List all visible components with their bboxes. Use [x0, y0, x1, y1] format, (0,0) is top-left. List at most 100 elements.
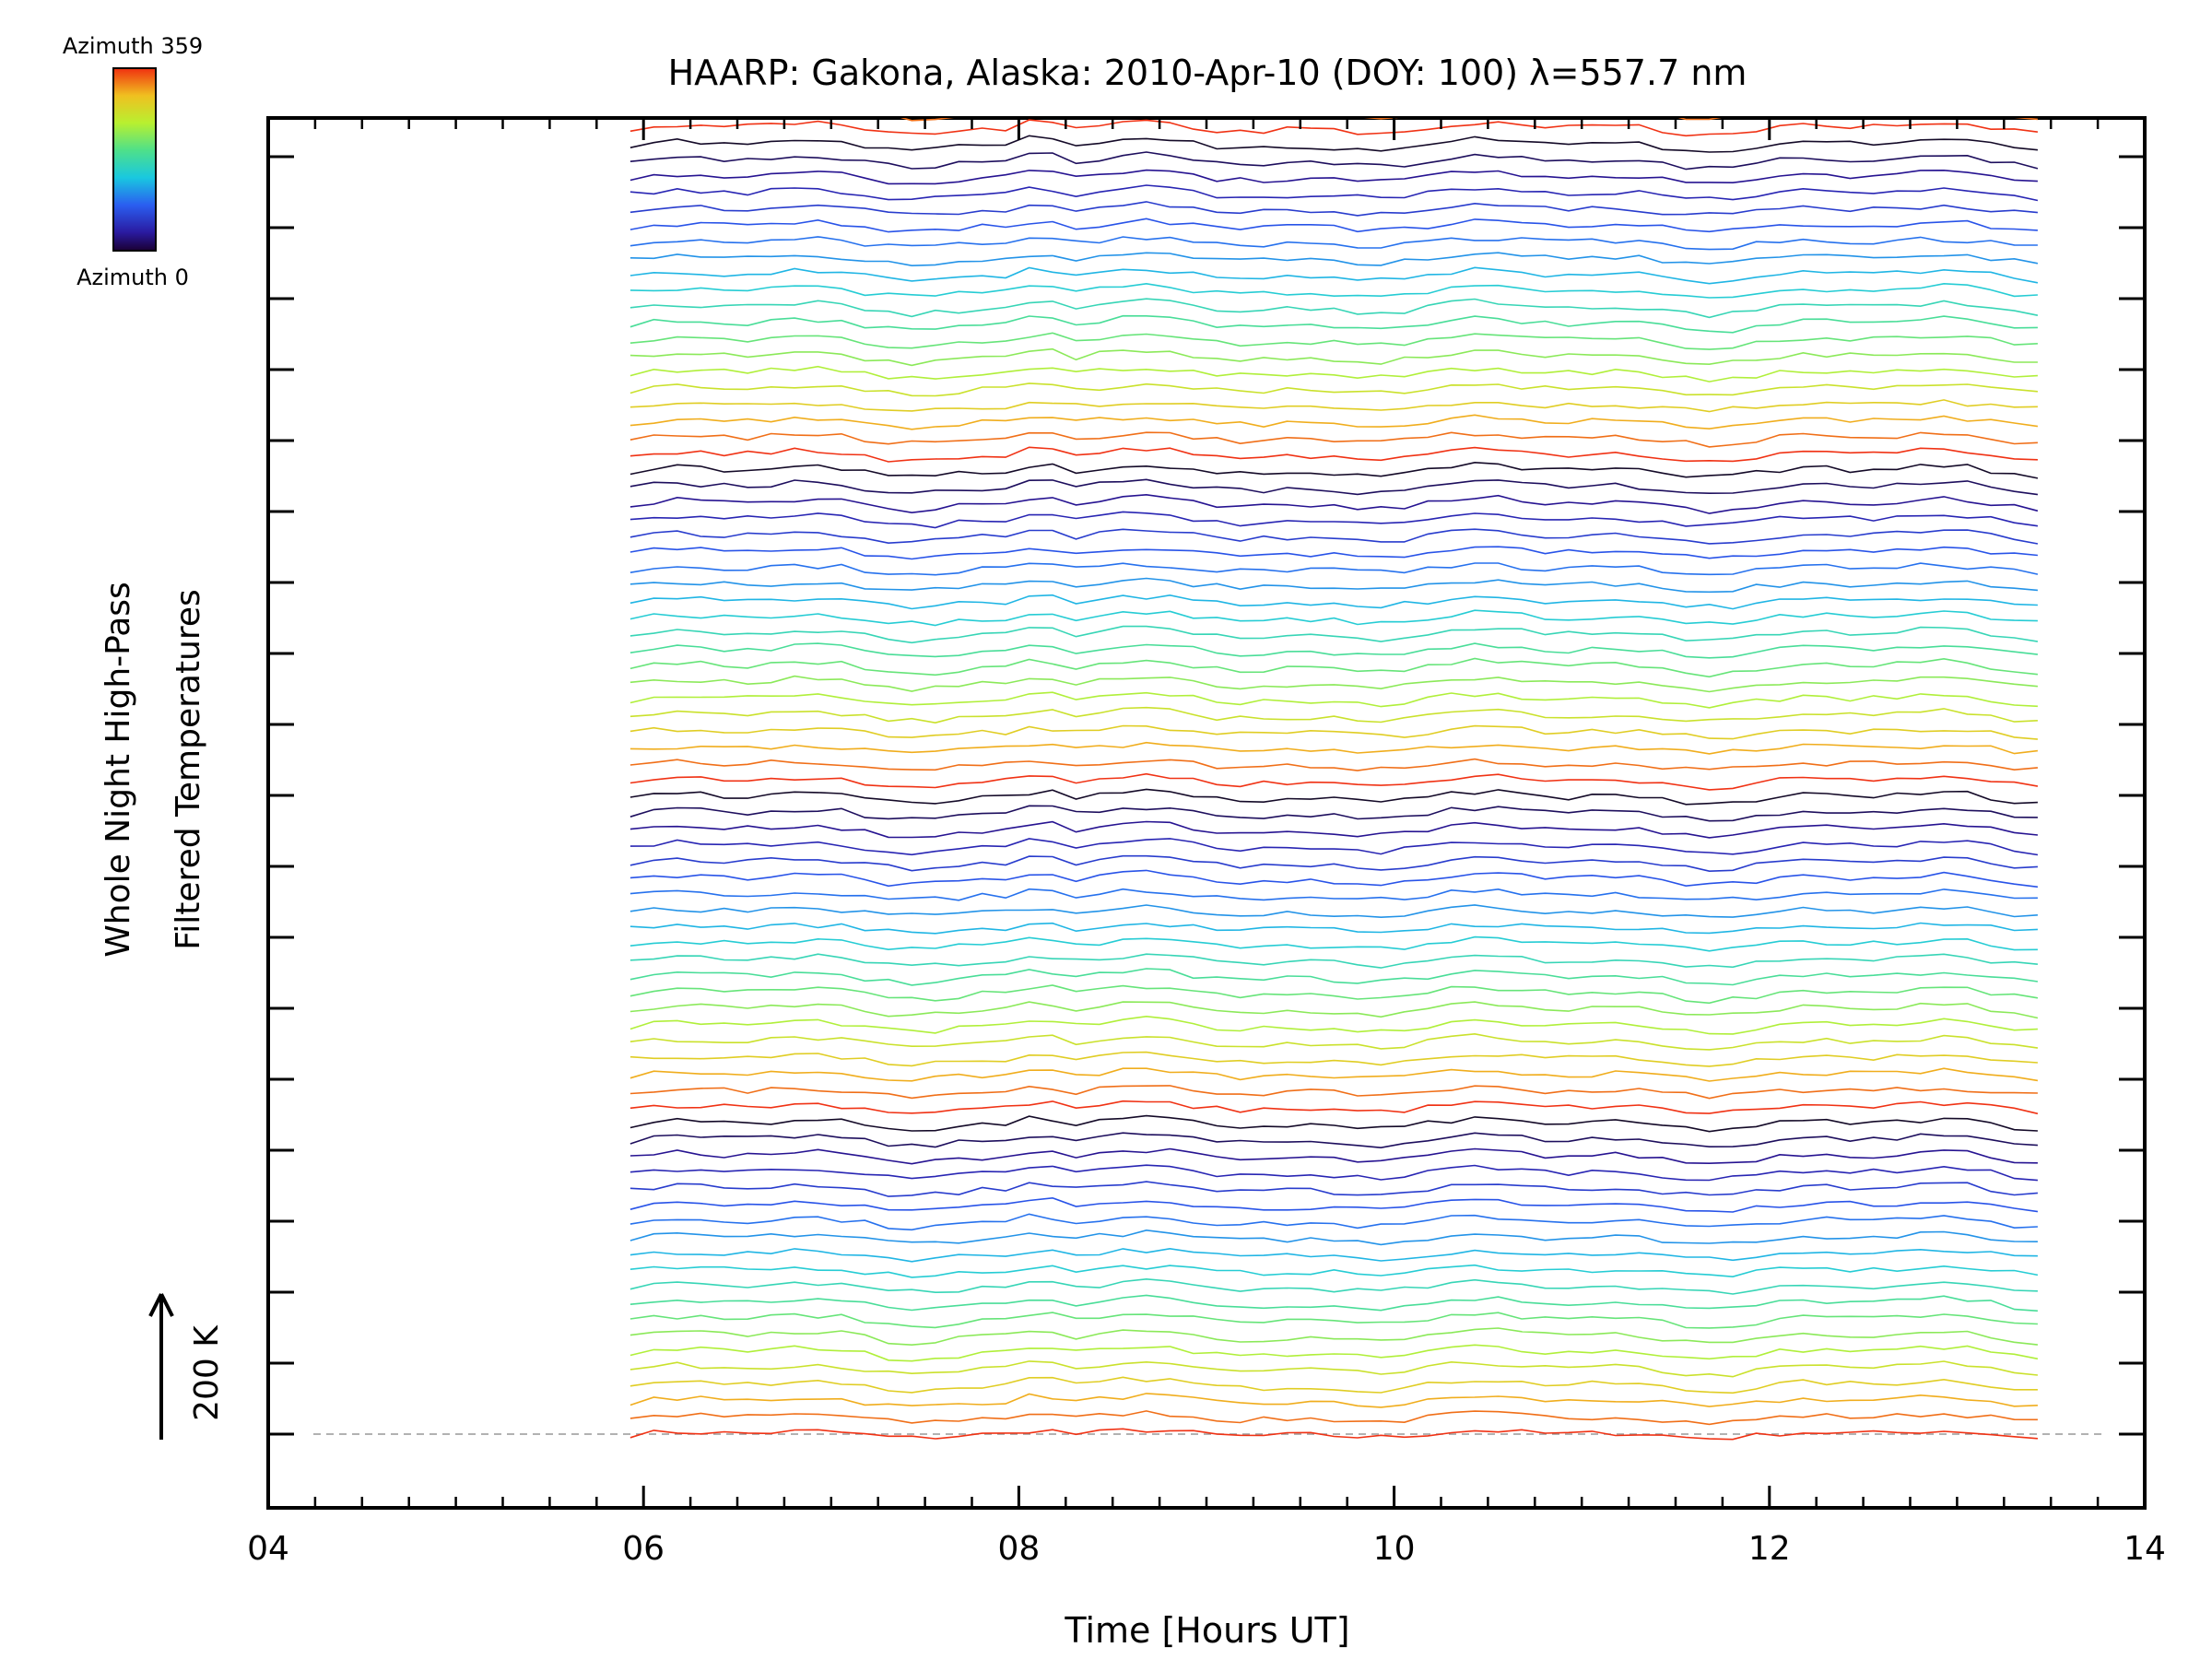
temperature-series-line — [629, 820, 2038, 839]
temperature-series-line — [630, 0, 2038, 7]
temperature-series-line — [629, 298, 2039, 319]
temperature-series-line — [629, 577, 2038, 594]
temperature-series-line — [629, 282, 2038, 299]
temperature-series-line — [629, 1213, 2038, 1231]
temperature-series-line — [629, 493, 2039, 514]
temperature-series-line — [629, 1147, 2038, 1165]
y-axis-label-line-2: Filtered Temperatures — [170, 589, 207, 950]
temperature-series-line — [629, 1376, 2038, 1394]
temperature-series-line — [629, 1294, 2038, 1312]
temperature-series-line — [629, 724, 2038, 740]
temperature-series-line — [629, 1181, 2038, 1197]
temperature-series-line — [629, 935, 2038, 952]
x-tick-label: 10 — [1373, 1530, 1416, 1568]
series-group — [629, 0, 2039, 1441]
colorbar-bottom-label: Azimuth 0 — [76, 265, 189, 290]
temperature-series-line — [629, 1327, 2038, 1347]
y-axis-label-line-1: Whole Night High-Pass — [100, 582, 137, 958]
temperature-series-line — [629, 788, 2038, 806]
temperature-series-line — [629, 657, 2038, 678]
temperature-series-line — [629, 461, 2039, 479]
x-tick-label: 04 — [247, 1530, 289, 1568]
temperature-series-line — [629, 446, 2038, 463]
temperature-series-line — [629, 1032, 2039, 1051]
temperature-series-line — [629, 399, 2038, 413]
temperature-series-line — [629, 968, 2039, 986]
temperature-series-line — [629, 838, 2039, 856]
colorbar-gradient — [112, 67, 157, 252]
x-tick-label: 12 — [1748, 1530, 1791, 1568]
temperature-series-line — [629, 1264, 2039, 1278]
temperature-series-line — [630, 41, 2038, 53]
temperature-series-line — [629, 1067, 2039, 1082]
temperature-series-line — [629, 528, 2039, 545]
tick-group: 04 06 08 10 12 14 — [247, 118, 2166, 1568]
temperature-series-line — [629, 1114, 2038, 1133]
temperature-series-line — [629, 625, 2039, 644]
temperature-series-line — [629, 1001, 2039, 1019]
temperature-series-line — [630, 22, 2038, 36]
temperature-series-line — [629, 854, 2038, 873]
temperature-series-line — [629, 382, 2038, 397]
colorbar: Azimuth 359 Azimuth 0 — [63, 33, 203, 290]
temperature-series-line — [629, 414, 2039, 430]
scale-bar-arrow-head — [148, 1293, 174, 1317]
temperature-series-line — [629, 314, 2038, 334]
x-tick-label: 14 — [2124, 1530, 2166, 1568]
temperature-series-line — [629, 922, 2038, 935]
temperature-series-line — [629, 478, 2039, 496]
temperature-series-line — [629, 758, 2038, 771]
x-tick-label: 08 — [997, 1530, 1040, 1568]
temperature-series-line — [629, 675, 2038, 693]
temperature-series-line — [629, 984, 2039, 1005]
temperature-series-line — [629, 1360, 2038, 1378]
temperature-series-line — [629, 594, 2038, 610]
temperature-series-line — [629, 1015, 2038, 1035]
scale-bar: 200 K — [148, 1293, 226, 1440]
temperature-series-line — [629, 1410, 2038, 1426]
temperature-series-line — [629, 365, 2038, 382]
temperature-series-line — [629, 1277, 2038, 1295]
temperature-series-line — [629, 1085, 2038, 1100]
chart-title: HAARP: Gakona, Alaska: 2010-Apr-10 (DOY:… — [668, 53, 1747, 93]
temperature-series-line — [629, 869, 2038, 888]
temperature-series-line — [629, 805, 2038, 822]
temperature-series-line — [629, 332, 2038, 350]
temperature-series-line — [629, 236, 2038, 251]
temperature-series-line — [629, 904, 2038, 919]
temperature-series-line — [629, 562, 2039, 576]
temperature-series-line — [630, 6, 2038, 20]
temperature-series-line — [629, 1393, 2038, 1408]
temperature-series-line — [629, 1132, 2038, 1149]
temperature-series-line — [629, 546, 2038, 560]
temperature-series-line — [629, 1428, 2038, 1441]
x-axis-label: Time [Hours UT] — [1064, 1610, 1349, 1651]
temperature-series-line — [629, 706, 2038, 724]
temperature-series-line — [629, 119, 2039, 137]
temperature-series-line — [629, 266, 2039, 285]
temperature-series-line — [629, 741, 2038, 755]
temperature-series-line — [629, 1312, 2038, 1329]
temperature-series-line — [629, 1344, 2039, 1362]
temperature-series-line — [629, 953, 2038, 969]
temperature-series-line — [629, 218, 2038, 233]
temperature-series-line — [629, 347, 2038, 367]
temperature-series-line — [629, 252, 2039, 267]
temperature-series-line — [629, 184, 2039, 202]
temperature-series-line — [629, 691, 2038, 709]
temperature-series-line — [629, 642, 2038, 659]
scale-bar-label: 200 K — [188, 1324, 226, 1421]
temperature-series-line — [629, 135, 2038, 153]
temperature-series-line — [629, 511, 2039, 529]
temperature-series-line — [629, 772, 2039, 791]
colorbar-top-label: Azimuth 359 — [63, 33, 203, 59]
temperature-series-line — [629, 1164, 2038, 1182]
temperature-series-line — [629, 1196, 2039, 1213]
temperature-series-line — [629, 1100, 2039, 1115]
temperature-series-line — [629, 1247, 2038, 1263]
temperature-series-line — [629, 201, 2038, 217]
temperature-series-line — [629, 888, 2038, 901]
temperature-series-line — [629, 1051, 2038, 1067]
temperature-series-line — [629, 431, 2038, 448]
